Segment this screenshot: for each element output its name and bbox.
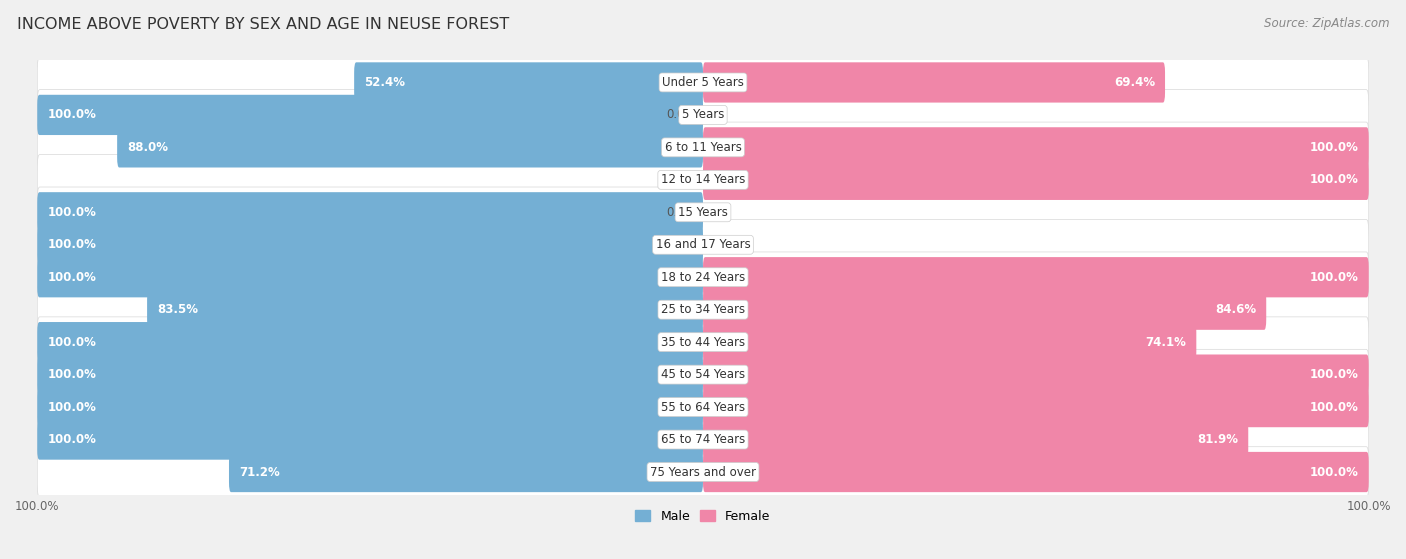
Text: 12 to 14 Years: 12 to 14 Years [661,173,745,186]
FancyBboxPatch shape [37,349,1369,400]
Text: 100.0%: 100.0% [1310,466,1358,479]
Text: 100.0%: 100.0% [48,335,96,349]
FancyBboxPatch shape [703,354,1369,395]
Text: 88.0%: 88.0% [127,141,169,154]
Text: 100.0%: 100.0% [48,238,96,251]
FancyBboxPatch shape [37,414,1369,465]
Text: 15 Years: 15 Years [678,206,728,219]
Text: 100.0%: 100.0% [1310,368,1358,381]
FancyBboxPatch shape [229,452,703,492]
Text: Under 5 Years: Under 5 Years [662,76,744,89]
Text: 100.0%: 100.0% [48,206,96,219]
Text: 100.0%: 100.0% [48,401,96,414]
Text: INCOME ABOVE POVERTY BY SEX AND AGE IN NEUSE FOREST: INCOME ABOVE POVERTY BY SEX AND AGE IN N… [17,17,509,32]
FancyBboxPatch shape [703,257,1369,297]
FancyBboxPatch shape [703,322,1197,362]
FancyBboxPatch shape [37,57,1369,108]
FancyBboxPatch shape [37,89,1369,140]
Text: 0.0%: 0.0% [666,238,696,251]
FancyBboxPatch shape [37,387,703,427]
FancyBboxPatch shape [37,257,703,297]
Text: 100.0%: 100.0% [1310,173,1358,186]
Text: 83.5%: 83.5% [157,303,198,316]
Text: 100.0%: 100.0% [48,433,96,446]
FancyBboxPatch shape [37,122,1369,173]
FancyBboxPatch shape [703,452,1369,492]
Text: 6 to 11 Years: 6 to 11 Years [665,141,741,154]
FancyBboxPatch shape [37,354,703,395]
Text: 52.4%: 52.4% [364,76,405,89]
Text: 71.2%: 71.2% [239,466,280,479]
Text: 100.0%: 100.0% [1310,141,1358,154]
Text: 100.0%: 100.0% [48,368,96,381]
Text: 35 to 44 Years: 35 to 44 Years [661,335,745,349]
FancyBboxPatch shape [37,225,703,265]
FancyBboxPatch shape [703,127,1369,168]
Text: 75 Years and over: 75 Years and over [650,466,756,479]
Text: 100.0%: 100.0% [1310,271,1358,284]
Text: 16 and 17 Years: 16 and 17 Years [655,238,751,251]
Text: 100.0%: 100.0% [1310,401,1358,414]
FancyBboxPatch shape [703,419,1249,459]
FancyBboxPatch shape [703,387,1369,427]
Text: 55 to 64 Years: 55 to 64 Years [661,401,745,414]
Text: 45 to 54 Years: 45 to 54 Years [661,368,745,381]
Text: 0.0%: 0.0% [666,108,696,121]
FancyBboxPatch shape [148,290,703,330]
FancyBboxPatch shape [37,95,703,135]
FancyBboxPatch shape [37,419,703,459]
Legend: Male, Female: Male, Female [630,505,776,528]
FancyBboxPatch shape [703,160,1369,200]
FancyBboxPatch shape [703,62,1166,102]
Text: 65 to 74 Years: 65 to 74 Years [661,433,745,446]
Text: 5 Years: 5 Years [682,108,724,121]
FancyBboxPatch shape [37,220,1369,270]
Text: 18 to 24 Years: 18 to 24 Years [661,271,745,284]
FancyBboxPatch shape [37,382,1369,432]
FancyBboxPatch shape [37,192,703,233]
Text: 0.0%: 0.0% [710,173,740,186]
FancyBboxPatch shape [354,62,703,102]
FancyBboxPatch shape [37,285,1369,335]
FancyBboxPatch shape [37,187,1369,238]
Text: 100.0%: 100.0% [48,271,96,284]
Text: 0.0%: 0.0% [666,206,696,219]
FancyBboxPatch shape [703,290,1267,330]
Text: 100.0%: 100.0% [48,108,96,121]
FancyBboxPatch shape [37,154,1369,205]
FancyBboxPatch shape [117,127,703,168]
Text: 84.6%: 84.6% [1215,303,1256,316]
Text: 81.9%: 81.9% [1198,433,1239,446]
Text: 74.1%: 74.1% [1146,335,1187,349]
FancyBboxPatch shape [37,252,1369,302]
FancyBboxPatch shape [37,447,1369,498]
FancyBboxPatch shape [37,317,1369,367]
FancyBboxPatch shape [37,322,703,362]
Text: 69.4%: 69.4% [1114,76,1156,89]
Text: 25 to 34 Years: 25 to 34 Years [661,303,745,316]
Text: Source: ZipAtlas.com: Source: ZipAtlas.com [1264,17,1389,30]
